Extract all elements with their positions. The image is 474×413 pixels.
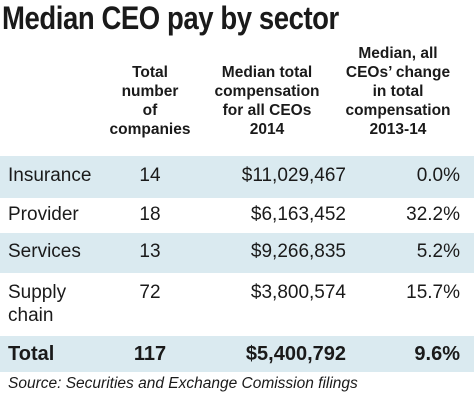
sector-cell: Services — [8, 241, 81, 262]
compensation-cell: $3,800,574 — [250, 282, 346, 303]
compensation-cell: $6,163,452 — [250, 204, 346, 225]
compensation-cell: $9,266,835 — [250, 241, 346, 262]
header-median-compensation: Median total compensation for all CEOs 2… — [196, 63, 338, 139]
table-row-supply-chain: Supply chain 72 $3,800,574 15.7% — [0, 273, 474, 336]
change-cell: 15.7% — [406, 282, 460, 303]
header-line: Median, all — [358, 45, 438, 62]
count-cell: 18 — [139, 204, 161, 225]
change-cell: 5.2% — [416, 241, 460, 262]
count-cell: 72 — [139, 282, 161, 303]
header-line: 2014 — [249, 121, 285, 138]
sector-cell-line2: chain — [8, 305, 54, 326]
header-line: 2013-14 — [369, 121, 427, 138]
change-cell: 32.2% — [406, 204, 460, 225]
sector-cell: Provider — [8, 204, 79, 225]
header-line: compensation — [345, 102, 451, 119]
header-line: Median total — [221, 64, 313, 81]
header-line: of — [142, 102, 158, 119]
count-cell: 14 — [139, 165, 161, 186]
total-count: 117 — [133, 343, 167, 365]
total-compensation: $5,400,792 — [245, 343, 346, 365]
sector-cell-line1: Supply — [8, 282, 67, 303]
header-line: for all CEOs — [222, 102, 312, 119]
sector-cell: Insurance — [8, 165, 92, 186]
total-change: 9.6% — [414, 343, 460, 365]
header-total-companies: Total number of companies — [105, 63, 195, 139]
header-line: compensation — [214, 83, 320, 100]
source-note: Source: Securities and Exchange Comissio… — [8, 375, 358, 392]
header-line: CEOs’ change — [345, 64, 451, 81]
count-cell: 13 — [139, 241, 161, 262]
header-line: Total — [132, 64, 168, 81]
table-row-total: Total 117 $5,400,792 9.6% — [0, 336, 474, 372]
header-line: in total — [372, 83, 424, 100]
header-line: companies — [109, 121, 191, 138]
header-median-change: Median, all CEOs’ change in total compen… — [322, 44, 474, 139]
table-row-insurance: Insurance 14 $11,029,467 0.0% — [0, 156, 474, 198]
compensation-cell: $11,029,467 — [241, 165, 346, 186]
header-line: number — [121, 83, 179, 100]
total-label: Total — [8, 343, 55, 365]
table-row-provider: Provider 18 $6,163,452 32.2% — [0, 198, 474, 233]
chart-title: Median CEO pay by sector — [2, 0, 339, 36]
table-row-services: Services 13 $9,266,835 5.2% — [0, 233, 474, 273]
change-cell: 0.0% — [416, 165, 460, 186]
